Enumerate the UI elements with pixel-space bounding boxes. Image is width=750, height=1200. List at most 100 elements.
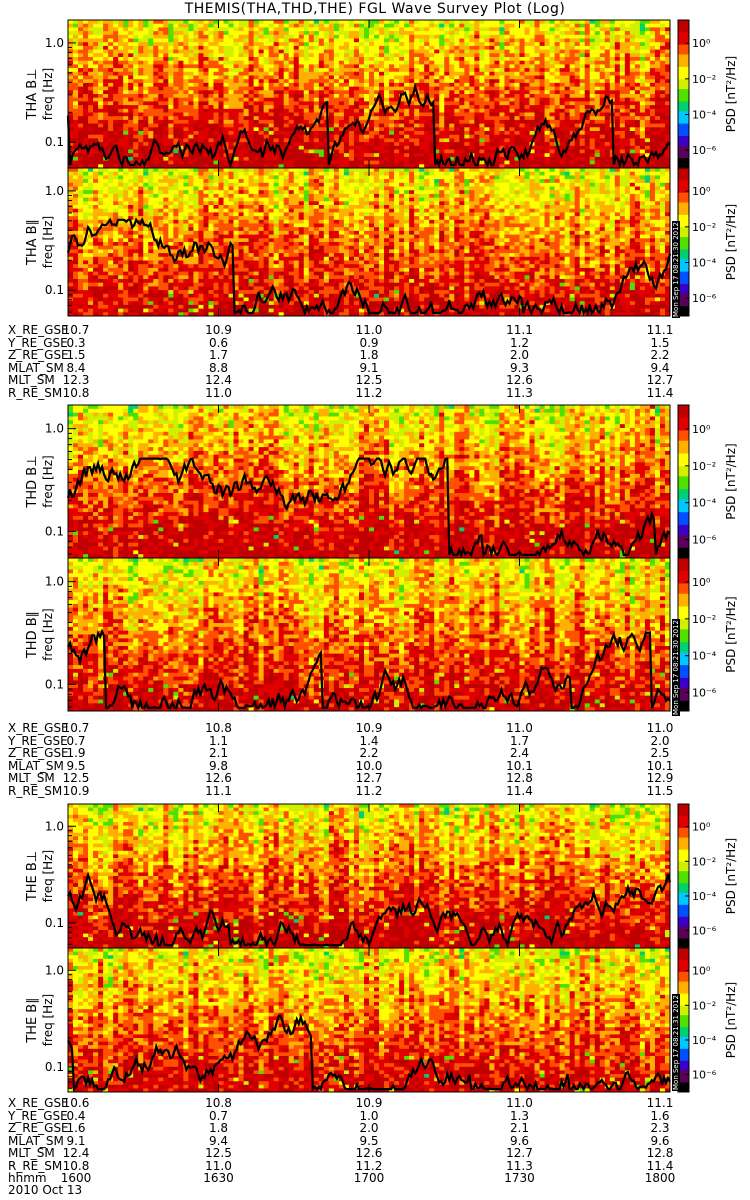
heatmap-cell bbox=[449, 72, 454, 76]
heatmap-cell bbox=[454, 20, 459, 24]
heatmap-cell bbox=[73, 24, 78, 28]
heatmap-cell bbox=[158, 131, 163, 135]
heatmap-cell bbox=[289, 90, 294, 94]
heatmap-cell bbox=[655, 24, 660, 28]
heatmap-cell bbox=[73, 168, 78, 172]
heatmap-cell bbox=[479, 83, 484, 87]
heatmap-cell bbox=[414, 161, 419, 165]
heatmap-cell bbox=[545, 72, 550, 76]
heatmap-cell bbox=[625, 53, 630, 57]
heatmap-cell bbox=[595, 146, 600, 150]
heatmap-cell bbox=[269, 50, 274, 54]
heatmap-cell bbox=[73, 179, 78, 183]
heatmap-cell bbox=[494, 46, 499, 50]
heatmap-cell bbox=[254, 31, 259, 35]
heatmap-cell bbox=[213, 35, 218, 39]
heatmap-cell bbox=[128, 105, 133, 109]
heatmap-cell bbox=[645, 20, 650, 24]
heatmap-cell bbox=[394, 57, 399, 61]
heatmap-cell bbox=[173, 153, 178, 157]
heatmap-cell bbox=[108, 135, 113, 139]
heatmap-cell bbox=[219, 124, 224, 128]
heatmap-cell bbox=[615, 83, 620, 87]
heatmap-cell bbox=[605, 113, 610, 117]
heatmap-cell bbox=[384, 157, 389, 161]
heatmap-cell bbox=[469, 109, 474, 113]
heatmap-cell bbox=[414, 146, 419, 150]
heatmap-cell bbox=[535, 101, 540, 105]
heatmap-cell bbox=[504, 53, 509, 57]
heatmap-cell bbox=[545, 68, 550, 72]
heatmap-cell bbox=[464, 127, 469, 131]
heatmap-cell bbox=[469, 105, 474, 109]
heatmap-cell bbox=[143, 87, 148, 91]
heatmap-cell bbox=[354, 76, 359, 80]
heatmap-cell bbox=[93, 39, 98, 43]
heatmap-cell bbox=[545, 24, 550, 28]
heatmap-cell bbox=[98, 31, 103, 35]
heatmap-cell bbox=[369, 61, 374, 65]
heatmap-cell bbox=[424, 27, 429, 31]
heatmap-cell bbox=[158, 120, 163, 124]
heatmap-cell bbox=[334, 87, 339, 91]
heatmap-cell bbox=[68, 35, 73, 39]
heatmap-cell bbox=[384, 127, 389, 131]
heatmap-cell bbox=[439, 101, 444, 105]
heatmap-cell bbox=[339, 90, 344, 94]
heatmap-cell bbox=[339, 27, 344, 31]
heatmap-cell bbox=[575, 146, 580, 150]
heatmap-cell bbox=[459, 127, 464, 131]
heatmap-cell bbox=[279, 53, 284, 57]
heatmap-cell bbox=[219, 150, 224, 154]
heatmap-cell bbox=[133, 39, 138, 43]
heatmap-cell bbox=[294, 120, 299, 124]
heatmap-cell bbox=[565, 76, 570, 80]
heatmap-cell bbox=[494, 127, 499, 131]
heatmap-cell bbox=[640, 161, 645, 165]
heatmap-cell bbox=[469, 57, 474, 61]
heatmap-cell bbox=[163, 120, 168, 124]
heatmap-cell bbox=[389, 46, 394, 50]
heatmap-cell bbox=[384, 150, 389, 154]
heatmap-cell bbox=[314, 157, 319, 161]
heatmap-cell bbox=[469, 31, 474, 35]
heatmap-cell bbox=[464, 27, 469, 31]
heatmap-cell bbox=[565, 64, 570, 68]
heatmap-cell bbox=[153, 39, 158, 43]
heatmap-cell bbox=[264, 53, 269, 57]
heatmap-cell bbox=[103, 142, 108, 146]
heatmap-cell bbox=[274, 127, 279, 131]
heatmap-cell bbox=[545, 101, 550, 105]
heatmap-cell bbox=[239, 76, 244, 80]
heatmap-cell bbox=[620, 109, 625, 113]
heatmap-cell bbox=[605, 61, 610, 65]
heatmap-cell bbox=[334, 76, 339, 80]
heatmap-cell bbox=[213, 90, 218, 94]
heatmap-cell bbox=[560, 57, 565, 61]
heatmap-cell bbox=[469, 61, 474, 65]
heatmap-cell bbox=[193, 46, 198, 50]
heatmap-cell bbox=[103, 120, 108, 124]
heatmap-cell bbox=[615, 61, 620, 65]
heatmap-cell bbox=[314, 98, 319, 102]
heatmap-cell bbox=[509, 87, 514, 91]
heatmap-cell bbox=[188, 57, 193, 61]
heatmap-cell bbox=[630, 68, 635, 72]
heatmap-cell bbox=[444, 142, 449, 146]
heatmap-cell bbox=[88, 153, 93, 157]
heatmap-cell bbox=[595, 105, 600, 109]
heatmap-cell bbox=[188, 61, 193, 65]
heatmap-cell bbox=[344, 64, 349, 68]
heatmap-cell bbox=[630, 50, 635, 54]
heatmap-cell bbox=[319, 50, 324, 54]
heatmap-cell bbox=[269, 68, 274, 72]
heatmap-cell bbox=[434, 24, 439, 28]
heatmap-cell bbox=[555, 161, 560, 165]
heatmap-cell bbox=[520, 24, 525, 28]
heatmap-cell bbox=[344, 94, 349, 98]
heatmap-cell bbox=[585, 57, 590, 61]
heatmap-cell bbox=[213, 31, 218, 35]
heatmap-cell bbox=[655, 27, 660, 31]
heatmap-cell bbox=[655, 142, 660, 146]
heatmap-cell bbox=[525, 50, 530, 54]
